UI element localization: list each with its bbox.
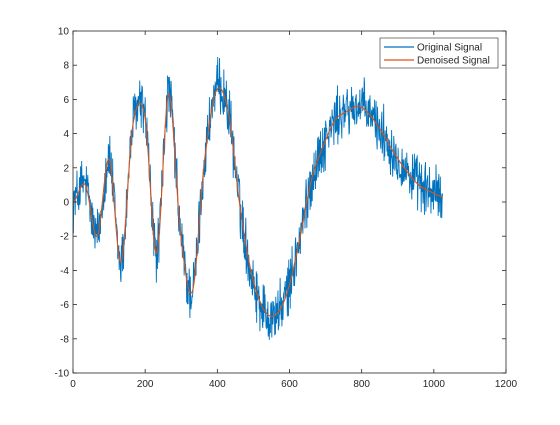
y-tick-label: 6 — [63, 95, 69, 106]
series-original-signal-line — [72, 56, 443, 340]
legend-label: Original Signal — [417, 43, 482, 54]
series-denoised-signal-line — [73, 87, 443, 317]
y-tick-label: 10 — [58, 27, 70, 38]
legend-box — [379, 37, 499, 69]
x-tick-label: 1200 — [495, 379, 518, 390]
y-tick-label: 0 — [63, 198, 69, 209]
y-tick-label: 8 — [63, 61, 69, 72]
y-tick-label: -6 — [60, 300, 69, 311]
x-tick-label: 200 — [137, 379, 154, 390]
y-tick-label: -10 — [55, 369, 70, 380]
y-tick-label: 2 — [63, 163, 69, 174]
x-tick-label: 0 — [70, 379, 76, 390]
x-tick-label: 600 — [281, 379, 298, 390]
x-tick-label: 400 — [209, 379, 226, 390]
y-tick-label: 4 — [63, 129, 69, 140]
x-tick-label: 800 — [353, 379, 370, 390]
x-tick-label: 1000 — [423, 379, 446, 390]
legend-label: Denoised Signal — [417, 56, 490, 67]
y-tick-label: -8 — [60, 334, 69, 345]
y-tick-label: -2 — [60, 232, 69, 243]
y-tick-label: -4 — [60, 266, 69, 277]
